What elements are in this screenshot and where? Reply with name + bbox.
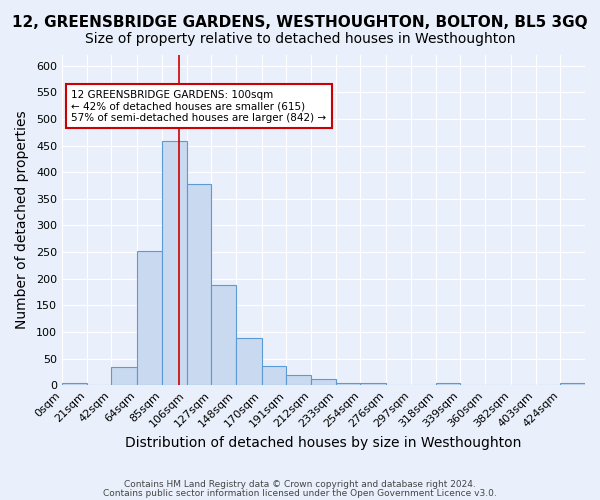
Text: Contains HM Land Registry data © Crown copyright and database right 2024.: Contains HM Land Registry data © Crown c… <box>124 480 476 489</box>
Bar <box>236 338 262 385</box>
Y-axis label: Number of detached properties: Number of detached properties <box>15 111 29 330</box>
Bar <box>137 251 162 385</box>
Bar <box>336 382 361 385</box>
Text: 12, GREENSBRIDGE GARDENS, WESTHOUGHTON, BOLTON, BL5 3GQ: 12, GREENSBRIDGE GARDENS, WESTHOUGHTON, … <box>12 15 588 30</box>
X-axis label: Distribution of detached houses by size in Westhoughton: Distribution of detached houses by size … <box>125 436 521 450</box>
Bar <box>111 366 137 385</box>
Bar <box>62 383 86 385</box>
Bar <box>286 374 311 385</box>
Text: Size of property relative to detached houses in Westhoughton: Size of property relative to detached ho… <box>85 32 515 46</box>
Bar <box>187 184 211 385</box>
Bar <box>560 383 585 385</box>
Bar <box>162 142 187 385</box>
Bar <box>211 285 236 385</box>
Bar <box>262 366 286 385</box>
Bar <box>436 382 460 385</box>
Bar <box>311 380 336 385</box>
Bar <box>361 383 386 385</box>
Text: Contains public sector information licensed under the Open Government Licence v3: Contains public sector information licen… <box>103 488 497 498</box>
Text: 12 GREENSBRIDGE GARDENS: 100sqm
← 42% of detached houses are smaller (615)
57% o: 12 GREENSBRIDGE GARDENS: 100sqm ← 42% of… <box>71 90 326 123</box>
